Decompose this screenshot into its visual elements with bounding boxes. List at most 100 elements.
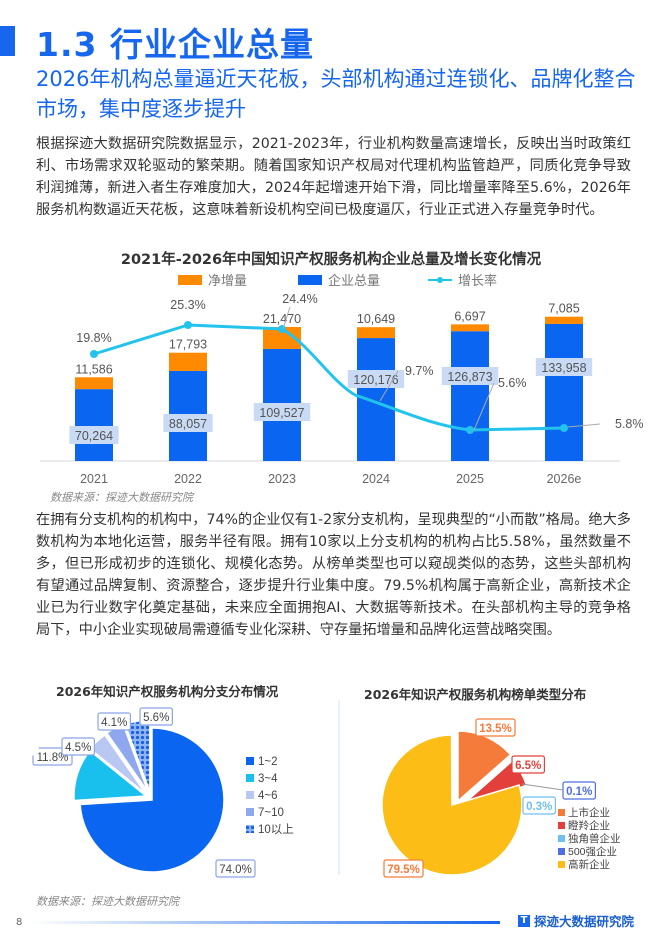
bar-group-2024: 10,649 120,176 2024: [347, 312, 405, 486]
slice-label: [31, 737, 39, 756]
legend-label: 独角兽企业: [568, 832, 621, 845]
growth-rate-point: [278, 325, 286, 333]
branch-pie-title: 2026年知识产权服务机构分支分布情况: [56, 684, 279, 699]
ranking-pie-title: 2026年知识产权服务机构榜单类型分布: [364, 687, 587, 702]
intro-paragraph: 根据探迹大数据研究院数据显示，2021-2023年，行业机构数量高速增长，反映出…: [36, 136, 631, 218]
legend-label: 企业总量: [328, 274, 381, 289]
legend-label: 500强企业: [568, 845, 617, 858]
total-value-label: [163, 414, 213, 432]
legend-label: 增长率: [458, 274, 498, 289]
slice-label: [562, 781, 597, 800]
growth-rate-point: [560, 424, 568, 432]
legend-label: 高新企业: [568, 858, 610, 871]
legend-label: 净增量: [208, 274, 248, 289]
svg-text:2021: 2021: [80, 472, 108, 486]
net-increase-bar: [169, 352, 207, 371]
chart-divider: [338, 700, 340, 875]
net-increase-bar: [75, 377, 113, 390]
legend-label: 上市企业: [568, 806, 610, 819]
svg-text:17,793: 17,793: [169, 338, 207, 352]
legend-item-growth-rate: 增长率: [428, 270, 497, 289]
svg-text:88,057: 88,057: [169, 417, 207, 431]
brand-name: 探迹大数据研究院: [534, 914, 635, 929]
net-increase-bar: [357, 327, 395, 339]
legend-swatch: [246, 757, 254, 765]
svg-text:10,649: 10,649: [357, 312, 395, 326]
legend-swatch: [246, 825, 254, 833]
bar-group-2021: 11,586 70,264 2021: [69, 362, 119, 486]
slice-label: [475, 718, 516, 737]
section-subtitle: 2026年机构总量逼近天花板，头部机构通过连锁化、品牌化整合市场，集中度逐步提升: [36, 67, 636, 121]
svg-text:21,470: 21,470: [263, 312, 301, 326]
slice-label: [522, 796, 557, 815]
legend-label: 10以上: [258, 823, 294, 836]
legend-swatch: [246, 791, 254, 799]
footer-brand: T 探迹大数据研究院: [518, 911, 634, 930]
legend-label: 3~4: [258, 773, 278, 785]
bar-chart: 11,586 70,264 2021 17,793 88,057 2022 21,470 10…: [40, 292, 644, 486]
svg-text:13.5%: 13.5%: [479, 723, 512, 735]
slice-label: [511, 755, 546, 774]
legend-swatch: [246, 774, 254, 782]
net-increase-bar: [451, 324, 489, 332]
growth-rate-label: 5.6%: [498, 376, 527, 390]
section-title: 1.3 行业企业总量: [36, 25, 314, 64]
total-bar: [545, 323, 583, 461]
legend-item-net-increase: 净增量: [178, 270, 247, 289]
svg-text:4.1%: 4.1%: [101, 717, 127, 729]
total-bar: [451, 331, 489, 461]
svg-text:126,873: 126,873: [447, 370, 492, 384]
svg-text:4.5%: 4.5%: [65, 742, 91, 754]
slice-label: [97, 712, 132, 731]
bar-group-2025: 6,697 126,873 2025: [441, 309, 499, 486]
legend-swatch: [558, 809, 565, 816]
total-value-label: [535, 358, 593, 376]
ranking-type-pie: 13.5% 6.5% 0.3% 0.1% 79.5% 上市企业瞪羚企业独角兽企业500强企…: [381, 718, 621, 878]
svg-text:70,264: 70,264: [75, 429, 113, 443]
growth-rate-label: 25.3%: [170, 298, 205, 312]
growth-rate-point: [466, 426, 474, 434]
footer-rule: [30, 921, 500, 924]
legend-swatch: [558, 861, 565, 868]
bar-group-2022: 17,793 88,057 2022: [163, 338, 213, 486]
svg-text:7,085: 7,085: [548, 302, 579, 316]
bar-chart-legend: 净增量 企业总量 增长率: [0, 270, 662, 289]
svg-text:5.6%: 5.6%: [143, 712, 169, 724]
svg-text:2024: 2024: [362, 472, 390, 486]
total-bar: [357, 338, 395, 461]
svg-text:133,958: 133,958: [541, 361, 586, 375]
legend-label: 1~2: [258, 756, 278, 768]
total-value-label: [441, 367, 499, 385]
pie-chart-source: 数据来源：探迹大数据研究院: [36, 895, 179, 908]
bar-group-2023: 21,470 109,527 2023: [253, 312, 311, 486]
svg-text:109,527: 109,527: [259, 406, 304, 420]
legend-label: 7~10: [258, 807, 284, 819]
svg-text:79.5%: 79.5%: [387, 864, 420, 876]
bar-group-2026e: 7,085 133,958 2026e: [535, 302, 593, 486]
growth-rate-line: [93, 323, 565, 432]
svg-text:2023: 2023: [268, 472, 296, 486]
pie-slice-1~2: [79, 727, 225, 873]
brand-logo-icon: T: [518, 914, 530, 927]
legend-swatch: [558, 822, 565, 829]
legend-label: 瞪羚企业: [568, 819, 610, 832]
growth-rate-point: [184, 321, 192, 329]
total-swatch: [298, 274, 322, 285]
total-value-label: [69, 426, 119, 444]
growth-rate-label: 19.8%: [76, 331, 111, 345]
svg-text:2026e: 2026e: [547, 472, 582, 486]
svg-text:6.5%: 6.5%: [515, 760, 541, 772]
bar-chart-title: 2021年-2026年中国知识产权服务机构企业总量及增长变化情况: [120, 252, 542, 268]
growth-rate-label: 9.7%: [405, 364, 434, 378]
svg-text:74.0%: 74.0%: [219, 864, 252, 876]
pie-slice-上市企业: [457, 730, 512, 803]
legend-swatch: [558, 848, 565, 855]
page-number: 8: [16, 917, 23, 928]
branch-distribution-pie: 74.0% 11.8%4.5% 4.1% 5.6% 1~2 3~4 4~6 7~10 10以上: [31, 707, 294, 878]
net-increase-swatch: [178, 274, 202, 285]
section-accent-bar: [0, 26, 15, 56]
slice-label: [215, 859, 256, 878]
slice-label: [383, 859, 424, 878]
legend-label: 4~6: [258, 790, 278, 802]
svg-text:120,176: 120,176: [353, 373, 398, 387]
